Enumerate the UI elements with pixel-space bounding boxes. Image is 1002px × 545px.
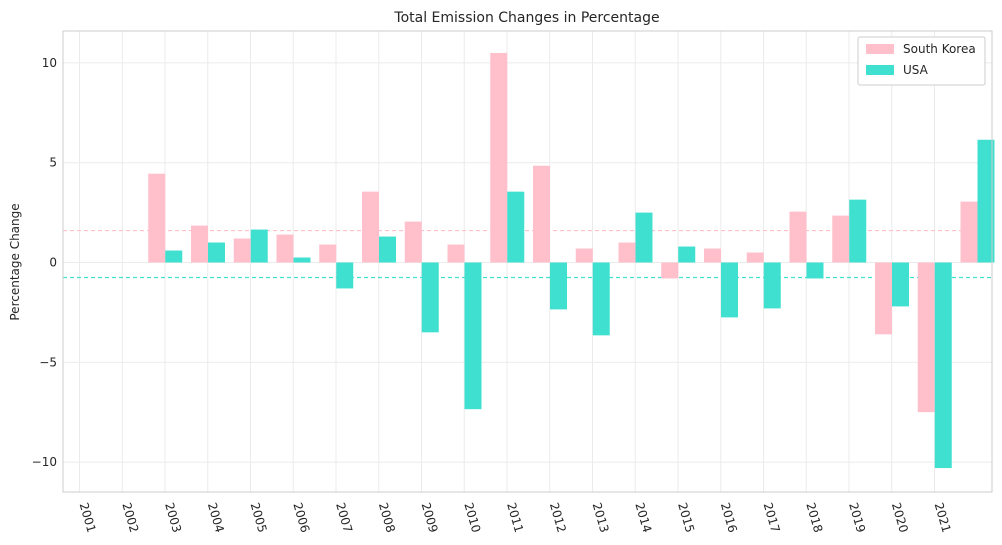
bar-usa-2014 [678, 246, 696, 263]
y-tick-label: −10 [32, 455, 57, 469]
bar-south-korea-2010 [490, 52, 508, 263]
plot-frame [62, 30, 993, 493]
y-axis-label: Percentage Change [8, 203, 22, 320]
y-tick-label: 5 [49, 156, 57, 170]
bar-south-korea-2004 [233, 238, 251, 263]
bar-usa-2015 [721, 262, 738, 318]
bar-south-korea-2009 [447, 244, 465, 263]
bar-usa-2003 [208, 242, 225, 263]
bar-south-korea-2018 [832, 215, 850, 263]
bar-usa-2006 [336, 262, 354, 289]
y-tick-label: −5 [39, 355, 57, 369]
bar-south-korea-2011 [533, 165, 550, 263]
bar-south-korea-2017 [789, 211, 807, 263]
bar-usa-2012 [592, 262, 610, 336]
bar-south-korea-2021 [960, 201, 978, 263]
bar-south-korea-2019 [875, 262, 892, 335]
bar-south-korea-2012 [575, 248, 593, 263]
bar-south-korea-2008 [404, 221, 422, 263]
legend-label: USA [903, 63, 929, 77]
legend-swatch [866, 65, 894, 75]
chart-title: Total Emission Changes in Percentage [393, 10, 659, 26]
bar-south-korea-2013 [618, 242, 636, 263]
bar-south-korea-2014 [661, 262, 679, 279]
legend-label: South Korea [903, 42, 976, 56]
bar-usa-2002 [165, 250, 183, 263]
bar-south-korea-2015 [704, 248, 721, 263]
y-tick-label: 10 [42, 56, 57, 70]
bar-usa-2005 [293, 257, 311, 263]
bar-south-korea-2007 [362, 191, 379, 263]
bar-usa-2009 [464, 262, 482, 410]
bar-south-korea-2016 [746, 252, 764, 263]
bar-usa-2021 [977, 139, 995, 263]
bars [148, 52, 995, 469]
bar-south-korea-2005 [276, 234, 294, 263]
y-tick-labels: 10 5 0 −5 −10 [32, 56, 57, 469]
bar-usa-2007 [379, 236, 396, 263]
bar-south-korea-2006 [319, 244, 337, 263]
bar-usa-2016 [763, 262, 781, 309]
bar-usa-2004 [250, 229, 268, 263]
bar-south-korea-2002 [148, 173, 166, 263]
legend: South Korea USA [857, 36, 986, 86]
bar-south-korea-2020 [917, 262, 935, 413]
y-tick-label: 0 [49, 255, 57, 269]
bar-usa-2010 [507, 191, 525, 263]
bar-usa-2011 [550, 262, 567, 310]
bar-usa-2020 [934, 262, 952, 469]
bar-usa-2018 [849, 199, 867, 263]
bar-usa-2019 [892, 262, 909, 307]
legend-swatch [866, 44, 894, 54]
bar-south-korea-2003 [191, 225, 208, 263]
bar-usa-2017 [806, 262, 824, 279]
bar-usa-2013 [635, 212, 653, 263]
bar-usa-2008 [421, 262, 439, 333]
mean-lines [63, 229, 992, 279]
